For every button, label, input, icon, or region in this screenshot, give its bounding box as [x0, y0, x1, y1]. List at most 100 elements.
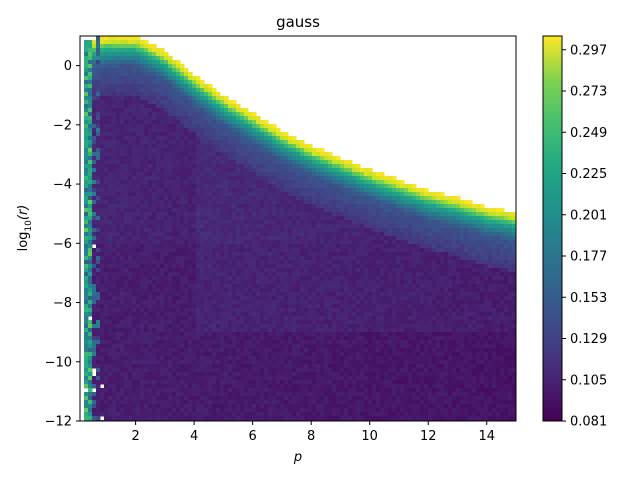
- heatmap-cell: [92, 308, 97, 313]
- heatmap-cell: [156, 288, 161, 293]
- heatmap-cell: [188, 196, 193, 201]
- heatmap-cell: [280, 140, 285, 145]
- heatmap-cell: [164, 304, 169, 309]
- heatmap-cell: [292, 292, 297, 297]
- heatmap-cell: [260, 376, 265, 381]
- heatmap-cell: [108, 184, 113, 189]
- heatmap-cell: [120, 324, 125, 329]
- heatmap-cell: [288, 268, 293, 273]
- heatmap-cell: [144, 224, 149, 229]
- heatmap-cell: [88, 96, 93, 101]
- heatmap-cell: [136, 116, 141, 121]
- heatmap-cell: [184, 328, 189, 333]
- heatmap-cell: [120, 140, 125, 145]
- heatmap-cell: [248, 316, 253, 321]
- heatmap-cell: [112, 76, 117, 81]
- heatmap-cell: [296, 404, 301, 409]
- heatmap-cell: [200, 172, 205, 177]
- heatmap-cell: [92, 408, 97, 413]
- heatmap-cell: [256, 292, 261, 297]
- heatmap-cell: [116, 380, 121, 385]
- heatmap-cell: [216, 360, 221, 365]
- heatmap-cell: [136, 36, 141, 41]
- heatmap-cell: [228, 240, 233, 245]
- heatmap-cell: [184, 128, 189, 133]
- heatmap-cell: [308, 204, 313, 209]
- heatmap-cell: [308, 308, 313, 313]
- heatmap-cell: [288, 384, 293, 389]
- heatmap-cell: [220, 284, 225, 289]
- heatmap-cell: [144, 108, 149, 113]
- heatmap-cell: [280, 236, 285, 241]
- heatmap-cell: [280, 316, 285, 321]
- heatmap-cell: [100, 180, 105, 185]
- heatmap-cell: [164, 108, 169, 113]
- heatmap-cell: [160, 384, 165, 389]
- chart-title: gauss: [276, 13, 320, 31]
- heatmap-cell: [88, 224, 93, 229]
- heatmap-cell: [108, 240, 113, 245]
- heatmap-cell: [96, 336, 101, 341]
- heatmap-cell: [196, 356, 201, 361]
- heatmap-cell: [232, 328, 237, 333]
- heatmap-cell: [304, 296, 309, 301]
- heatmap-cell: [312, 384, 317, 389]
- heatmap-cell: [116, 136, 121, 141]
- heatmap-cell: [260, 200, 265, 205]
- heatmap-cell: [184, 396, 189, 401]
- heatmap-cell: [140, 336, 145, 341]
- heatmap-cell: [144, 396, 149, 401]
- heatmap-cell: [96, 368, 101, 373]
- heatmap-cell: [108, 60, 113, 65]
- heatmap-cell: [112, 184, 117, 189]
- heatmap-cell: [96, 376, 101, 381]
- heatmap-cell: [172, 244, 177, 249]
- heatmap-cell: [208, 372, 213, 377]
- heatmap-cell: [148, 384, 153, 389]
- heatmap-cell: [268, 324, 273, 329]
- heatmap-cell: [144, 92, 149, 97]
- heatmap-cell: [180, 136, 185, 141]
- heatmap-cell: [132, 140, 137, 145]
- heatmap-cell: [188, 324, 193, 329]
- heatmap-cell: [224, 340, 229, 345]
- heatmap-cell: [172, 240, 177, 245]
- heatmap-cell: [96, 76, 101, 81]
- heatmap-cell: [292, 368, 297, 373]
- heatmap-cell: [180, 404, 185, 409]
- heatmap-cell: [104, 200, 109, 205]
- heatmap-cell: [268, 176, 273, 181]
- heatmap-cell: [220, 404, 225, 409]
- heatmap-cell: [272, 172, 277, 177]
- heatmap-cell: [136, 160, 141, 165]
- heatmap-cell: [212, 200, 217, 205]
- heatmap-cell: [208, 96, 213, 101]
- heatmap-cell: [124, 76, 129, 81]
- heatmap-cell: [128, 104, 133, 109]
- heatmap-cell: [192, 148, 197, 153]
- heatmap-cell: [268, 384, 273, 389]
- heatmap-cell: [112, 400, 117, 405]
- heatmap-cell: [240, 240, 245, 245]
- heatmap-cell: [204, 156, 209, 161]
- heatmap-cell: [216, 212, 221, 217]
- heatmap-cell: [316, 228, 321, 233]
- heatmap-cell: [140, 100, 145, 105]
- heatmap-cell: [84, 316, 89, 321]
- heatmap-cell: [144, 412, 149, 417]
- heatmap-cell: [308, 332, 313, 337]
- heatmap-cell: [240, 352, 245, 357]
- heatmap-cell: [316, 192, 321, 197]
- heatmap-cell: [272, 252, 277, 257]
- heatmap-cell: [244, 224, 249, 229]
- heatmap-cell: [208, 412, 213, 417]
- heatmap-cell: [284, 356, 289, 361]
- heatmap-cell: [108, 400, 113, 405]
- heatmap-cell: [120, 408, 125, 413]
- heatmap-cell: [140, 212, 145, 217]
- heatmap-cell: [244, 404, 249, 409]
- heatmap-cell: [120, 256, 125, 261]
- heatmap-cell: [228, 244, 233, 249]
- heatmap-cell: [156, 192, 161, 197]
- heatmap-cell: [168, 140, 173, 145]
